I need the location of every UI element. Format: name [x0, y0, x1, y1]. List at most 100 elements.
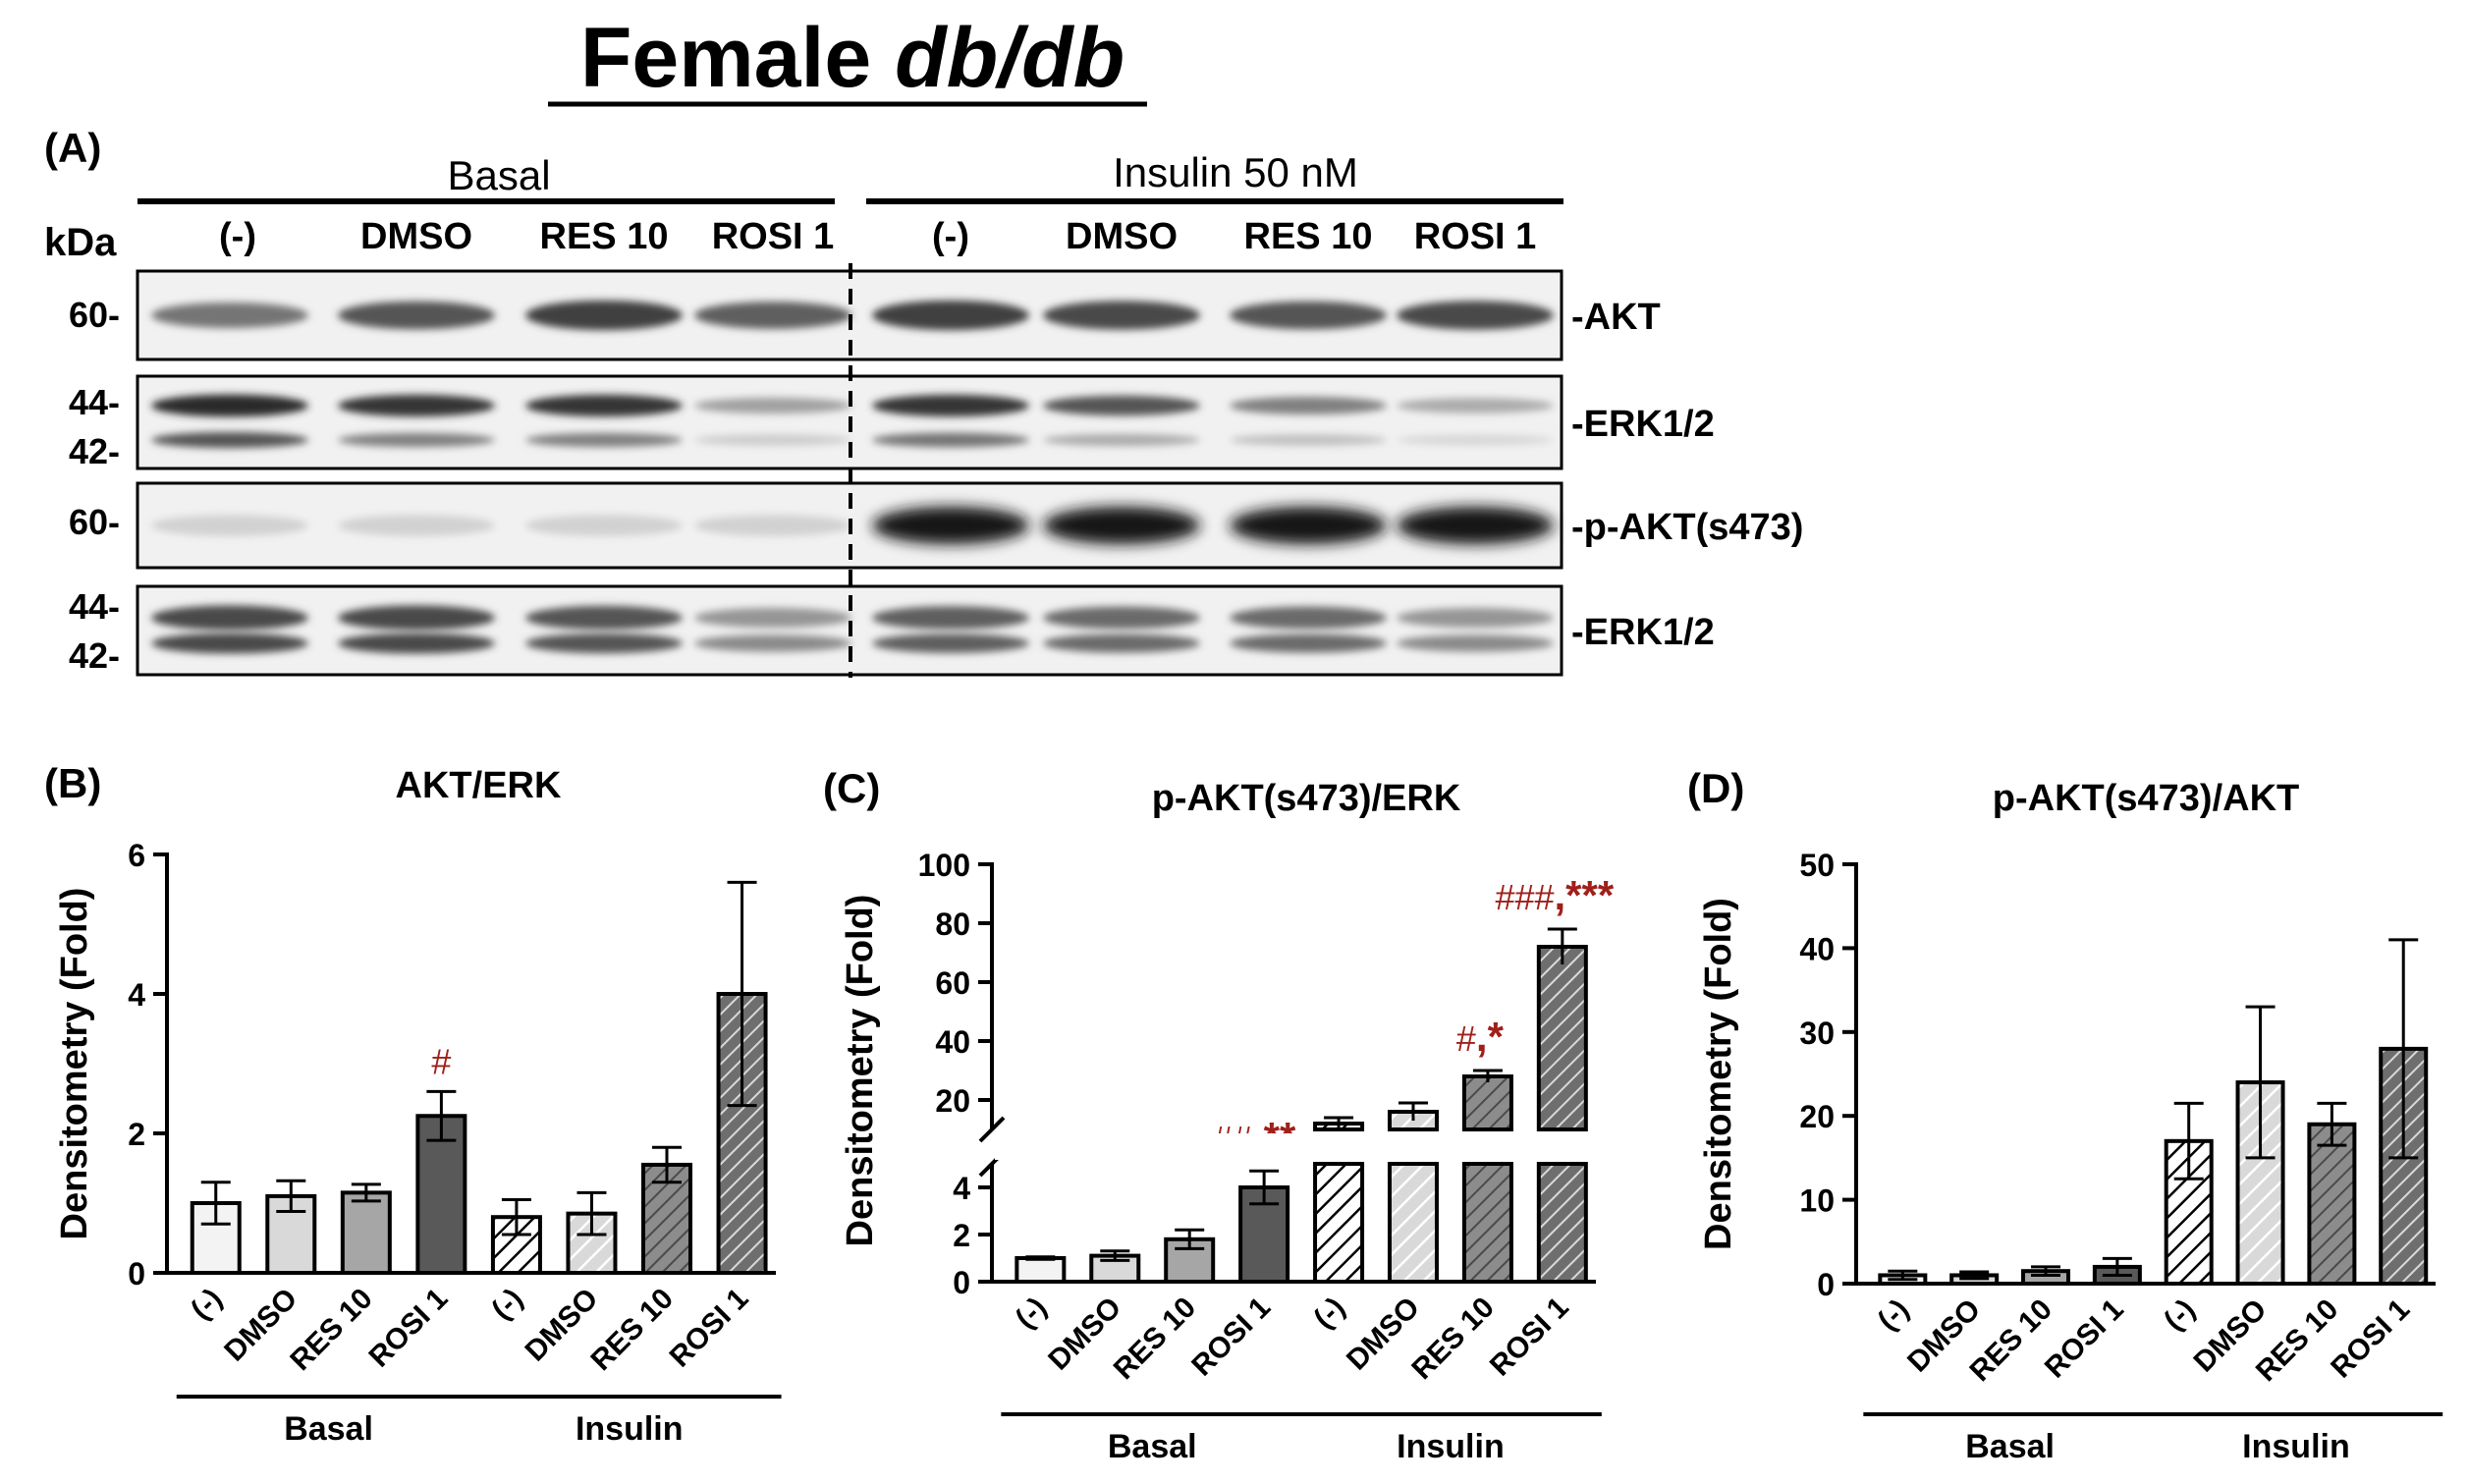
blot-band	[694, 434, 851, 446]
lane-label-1: DMSO	[360, 216, 472, 257]
y-tick-label: 20	[1799, 1099, 1835, 1134]
y-tick-label: 6	[128, 838, 145, 873]
blot-band	[151, 515, 308, 536]
bar-2	[340, 1190, 392, 1275]
tick-label: ROSI 1	[664, 1283, 755, 1374]
y-tick-label: 20	[935, 1083, 970, 1119]
bar-6	[2307, 1122, 2357, 1286]
blot-label: -ERK1/2	[1571, 404, 1715, 445]
axis-break-gap	[995, 1133, 1599, 1160]
lane-label-0: (-)	[219, 216, 256, 257]
blot-band	[872, 506, 1029, 545]
significance-part: #	[431, 1041, 451, 1081]
bar-lower-4	[1313, 1162, 1365, 1284]
panel-label: (D)	[1687, 765, 1744, 811]
lane-labels: (-) DMSO RES 10 ROSI 1 (-) DMSO RES 10 ROSI 1	[219, 216, 1536, 257]
lane-label-5: DMSO	[1066, 216, 1178, 257]
significance-part: ,***	[1555, 872, 1615, 918]
significance-annotation: #,*	[1456, 1014, 1505, 1060]
tick-label: (-)	[2158, 1293, 2202, 1338]
y-tick-label: 80	[935, 907, 970, 942]
blot-band	[694, 607, 851, 629]
panel-label: (B)	[44, 760, 101, 806]
tick-label: (-)	[1872, 1293, 1916, 1338]
lane-label-2: RES 10	[540, 216, 669, 257]
blot-band	[1230, 397, 1387, 414]
tick-label: ROSI 1	[2039, 1293, 2130, 1385]
tick-label: ROSI 1	[2325, 1293, 2416, 1385]
bar-lower-7	[1536, 1162, 1588, 1284]
blot-band	[1043, 433, 1200, 447]
y-axis-label: Densitometry (Fold)	[1698, 898, 1739, 1250]
group-label: Basal	[284, 1410, 373, 1448]
blot-band	[525, 300, 683, 331]
blot-2: -p-AKT(s473) 60-	[69, 481, 1803, 570]
y-tick-label: 100	[918, 848, 970, 883]
blot-band	[1230, 301, 1387, 330]
y-tick-label: 2	[128, 1117, 145, 1152]
tick-label: (-)	[185, 1283, 229, 1327]
blot-band	[872, 606, 1029, 630]
significance-annotation: #	[431, 1041, 451, 1081]
y-tick-label: 60	[935, 965, 970, 1001]
lane-label-6: RES 10	[1244, 216, 1373, 257]
chart-title: AKT/ERK	[396, 765, 562, 806]
y-tick-label: 4	[128, 977, 145, 1013]
tick-label: (-)	[485, 1283, 529, 1327]
blot-band	[338, 301, 495, 330]
blot-band	[1397, 607, 1554, 629]
bar-lower-6	[1461, 1162, 1513, 1284]
y-tick-label: 30	[1799, 1016, 1835, 1051]
blot-band	[872, 300, 1029, 331]
significance-part: ,*	[1476, 1014, 1505, 1060]
group-label: Insulin	[576, 1410, 684, 1448]
bar-upper-7	[1536, 945, 1588, 1131]
blot-band	[525, 605, 683, 631]
group-label: Insulin	[1397, 1428, 1505, 1465]
blot-band	[151, 632, 308, 654]
blot-band	[694, 302, 851, 329]
blot-band	[1230, 434, 1387, 446]
tick-label: (-)	[1010, 1292, 1054, 1336]
blot-band	[1043, 301, 1200, 330]
tick-label: RES 10	[1108, 1292, 1202, 1386]
y-tick-label: 4	[953, 1171, 970, 1206]
group-label: Basal	[1965, 1428, 2055, 1465]
lane-label-3: ROSI 1	[712, 216, 835, 257]
blot-band	[1043, 606, 1200, 630]
blot-band	[1043, 395, 1200, 416]
group-basal-label: Basal	[447, 152, 550, 198]
blot-band	[694, 515, 851, 536]
kda-marker: 60-	[69, 502, 120, 542]
blot-label: -AKT	[1571, 297, 1661, 338]
figure-title-italic: db/db	[895, 11, 1124, 105]
blot-band	[872, 633, 1029, 653]
blot-band	[1397, 506, 1554, 545]
blot-band	[525, 432, 683, 448]
blot-band	[872, 432, 1029, 448]
y-tick-label: 0	[128, 1256, 145, 1292]
blot-band	[525, 632, 683, 654]
tick-label: ROSI 1	[362, 1283, 454, 1374]
significance-part: #	[1456, 1018, 1476, 1059]
western-blots: -AKT 60- -ERK1/2 44- 42- -p-AKT(s473) 60- -ERK1…	[69, 263, 1803, 678]
chart-title: p-AKT(s473)/ERK	[1152, 778, 1461, 819]
blot-band	[525, 394, 683, 417]
blot-label: -p-AKT(s473)	[1571, 507, 1803, 548]
blot-band	[338, 394, 495, 417]
y-axis-label: Densitometry (Fold)	[840, 895, 881, 1247]
blot-band	[151, 394, 308, 417]
blot-band	[338, 632, 495, 654]
blot-band	[525, 515, 683, 536]
blot-band	[151, 302, 308, 329]
kda-label: kDa	[44, 221, 117, 264]
blot-band	[872, 394, 1029, 417]
tick-label: ROSI 1	[1484, 1292, 1575, 1383]
tick-label: RES 10	[1405, 1292, 1500, 1386]
chart-title: p-AKT(s473)/AKT	[1993, 778, 2299, 819]
bar-lower-5	[1387, 1162, 1439, 1284]
blot-band	[1230, 606, 1387, 630]
group-insulin-label: Insulin 50 nM	[1113, 149, 1358, 195]
